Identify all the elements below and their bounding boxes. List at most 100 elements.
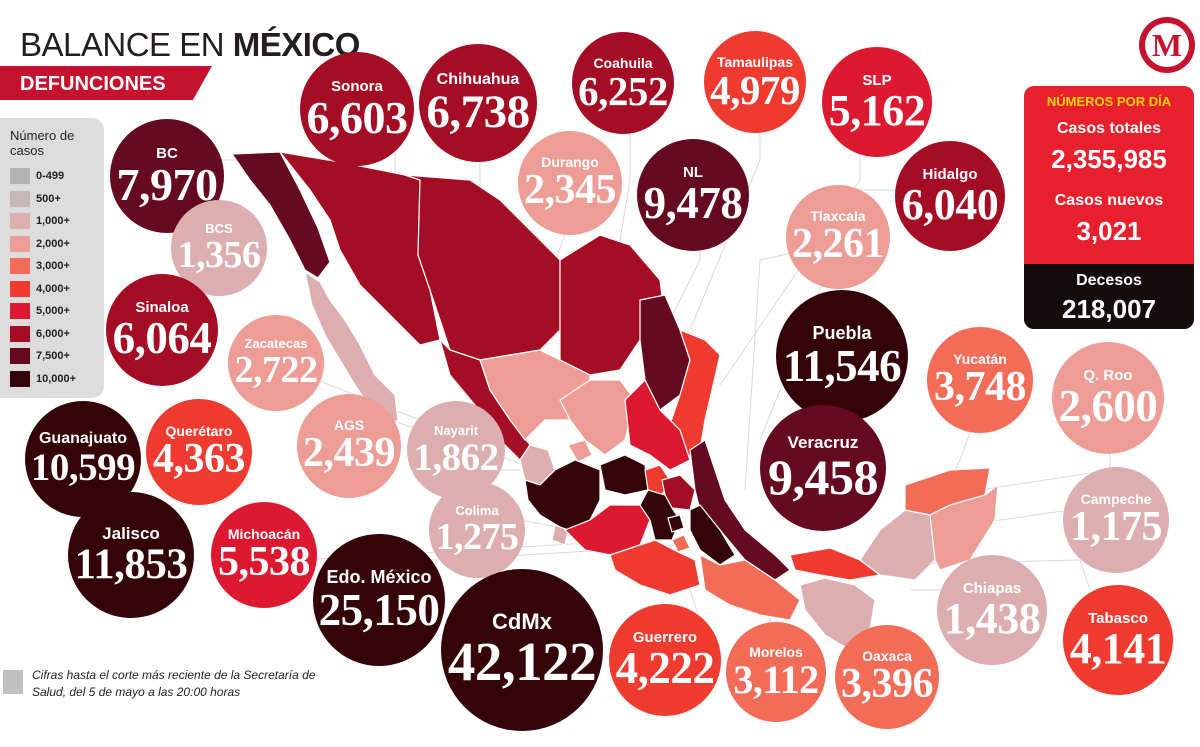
state-bubble: Durango 2,345 xyxy=(518,131,622,235)
legend-label: 10,000+ xyxy=(36,372,77,385)
state-name: Tamaulipas xyxy=(717,53,793,70)
state-value: 3,748 xyxy=(934,364,1027,411)
legend-item: 500+ xyxy=(10,189,61,209)
state-name: SLP xyxy=(862,71,892,89)
state-name: Campeche xyxy=(1080,491,1152,508)
legend-label: 5,000+ xyxy=(36,305,70,317)
legend: Número de casos 0-499 500+ 1,000+ 2,000+ 3,0… xyxy=(0,118,104,398)
state-name: Zacatecas xyxy=(244,336,308,352)
state-value: 6,040 xyxy=(901,179,999,229)
state-name: Sonora xyxy=(331,77,383,95)
state-bubble: Guerrero 4,222 xyxy=(609,604,721,716)
state-bubble: Chihuahua 6,738 xyxy=(419,44,537,162)
state-bubble: SLP 5,162 xyxy=(822,47,932,157)
deaths-panel: Decesos 218,007 xyxy=(1024,264,1194,329)
legend-swatch xyxy=(10,168,30,184)
legend-label: 7,500+ xyxy=(36,350,70,362)
legend-item: 2,000+ xyxy=(10,234,70,254)
legend-item: 7,500+ xyxy=(10,346,70,366)
state-value: 5,538 xyxy=(218,539,311,586)
state-value: 6,252 xyxy=(578,67,668,114)
state-bubble: Colima 1,275 xyxy=(429,482,525,578)
state-name: Veracruz xyxy=(787,433,859,453)
total-cases-label: Casos totales xyxy=(1056,120,1162,137)
state-value: 11,546 xyxy=(782,341,902,392)
state-bubble: Coahuila 6,252 xyxy=(572,32,674,134)
state-value: 5,162 xyxy=(828,85,926,135)
state-name: Chiapas xyxy=(962,579,1022,597)
legend-swatch xyxy=(10,235,30,252)
state-value: 7,970 xyxy=(116,158,219,210)
legend-swatch xyxy=(10,280,30,297)
state-bubble: Edo. México 25,150 xyxy=(313,534,445,666)
state-name: Durango xyxy=(541,154,599,171)
legend-label: 4,000+ xyxy=(36,282,70,295)
legend-item: 4,000+ xyxy=(10,279,70,299)
legend-label: 6,000+ xyxy=(36,327,70,340)
state-bubble: Chiapas 1,438 xyxy=(937,555,1047,665)
state-name: Tlaxcala xyxy=(810,208,866,225)
state-value: 25,150 xyxy=(318,585,440,636)
state-name: Puebla xyxy=(812,323,872,344)
subtitle-band xyxy=(0,66,212,100)
legend-label: 500+ xyxy=(36,192,61,205)
state-value: 9,458 xyxy=(768,449,879,506)
state-name: Nayarit xyxy=(433,422,479,438)
state-bubble: Veracruz 9,458 xyxy=(760,405,886,531)
legend-swatch xyxy=(10,370,30,387)
state-value: 10,599 xyxy=(30,446,136,490)
state-value: 1,175 xyxy=(1070,504,1163,551)
legend-swatch xyxy=(10,190,30,207)
state-bubble: Sinaloa 6,064 xyxy=(106,274,218,386)
legend-label: 0-499 xyxy=(36,170,65,182)
legend-label: 2,000+ xyxy=(36,237,70,250)
state-bubble: Oaxaca 3,396 xyxy=(835,625,939,729)
state-name: Morelos xyxy=(749,644,803,660)
milenio-logo: M xyxy=(1139,17,1195,73)
state-bubble: Querétaro 4,363 xyxy=(146,399,252,505)
legend-swatch xyxy=(10,348,30,364)
state-value: 2,722 xyxy=(234,349,319,392)
state-bubble: Zacatecas 2,722 xyxy=(228,315,324,411)
legend-item: 1,000+ xyxy=(10,211,70,231)
legend-item: 3,000+ xyxy=(10,256,70,276)
stats-header: NÚMEROS POR DÍA xyxy=(1046,94,1172,109)
page-subtitle: DEFUNCIONES xyxy=(20,73,166,95)
state-value: 2,600 xyxy=(1058,381,1158,432)
state-value: 1,356 xyxy=(177,234,262,277)
legend-label: 3,000+ xyxy=(36,260,70,272)
new-cases-value: 3,021 xyxy=(1076,216,1142,246)
state-bubble: Puebla 11,546 xyxy=(776,290,908,422)
state-name: Tabasco xyxy=(1088,609,1148,627)
state-name: NL xyxy=(683,164,703,182)
state-name: Guerrero xyxy=(632,629,698,647)
state-bubble: Q. Roo 2,600 xyxy=(1052,342,1164,454)
new-cases-label: Casos nuevos xyxy=(1054,192,1164,209)
page-title: BALANCE EN MÉXICO xyxy=(20,26,360,64)
state-value: 2,345 xyxy=(524,167,617,214)
state-value: 9,478 xyxy=(643,178,743,229)
state-bubble: Yucatán 3,748 xyxy=(927,327,1033,433)
state-bubble: AGS 2,439 xyxy=(297,394,401,498)
state-name: BC xyxy=(156,144,178,162)
state-name: Yucatán xyxy=(953,351,1007,368)
state-name: Jalisco xyxy=(102,523,160,543)
state-bubble: Tamaulipas 4,979 xyxy=(704,31,806,133)
state-value: 3,112 xyxy=(733,657,819,702)
title-light: BALANCE EN xyxy=(20,26,233,63)
state-name: Querétaro xyxy=(165,423,233,440)
legend-item: 10,000+ xyxy=(10,369,76,389)
state-bubble: Tlaxcala 2,261 xyxy=(786,185,890,289)
state-bubble: Tabasco 4,141 xyxy=(1063,585,1173,695)
state-name: Colima xyxy=(455,503,499,519)
state-name: Guanajuato xyxy=(38,430,127,448)
state-name: Edo. México xyxy=(326,567,432,588)
deaths-value: 218,007 xyxy=(1062,294,1156,324)
state-value: 6,738 xyxy=(426,85,530,138)
state-bubble: CdMx 42,122 xyxy=(441,569,603,731)
state-value: 4,363 xyxy=(153,436,246,483)
state-name: Hidalgo xyxy=(922,165,978,183)
state-value: 3,396 xyxy=(841,661,934,708)
state-value: 42,122 xyxy=(447,631,597,693)
state-name: Oaxaca xyxy=(862,648,912,665)
